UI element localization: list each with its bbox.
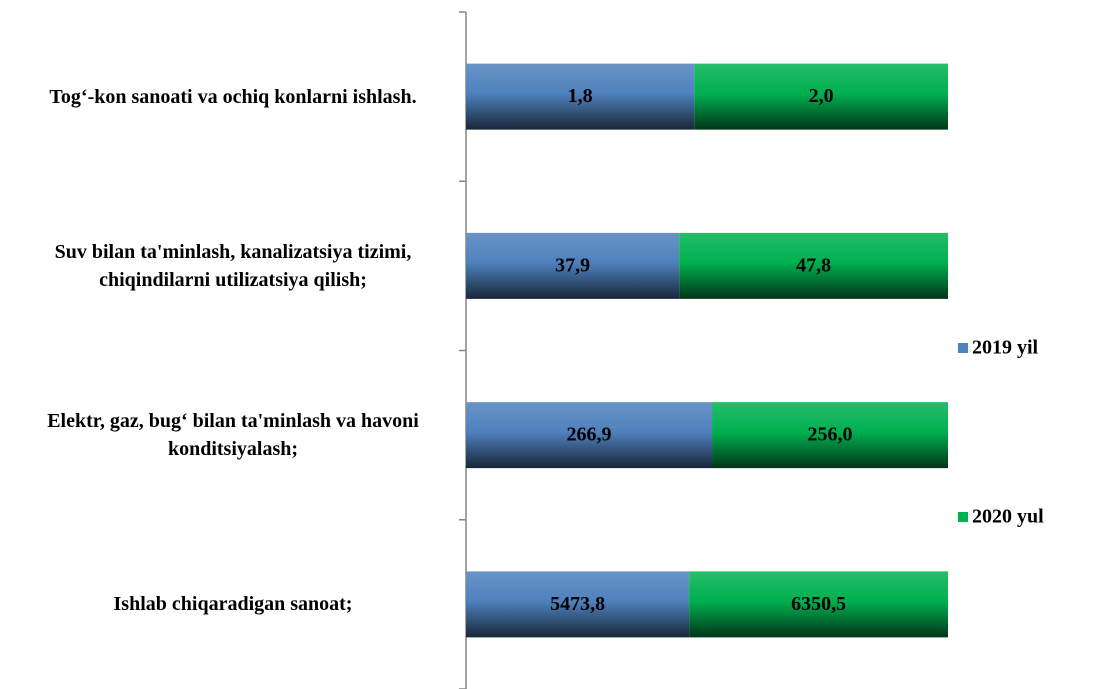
value-label: 256,0 (808, 424, 853, 446)
legend-swatch (958, 512, 968, 522)
legend-swatch (958, 343, 968, 353)
legend-label: 2020 yul (972, 506, 1044, 528)
bar-segment (466, 232, 680, 299)
bar-segment (466, 402, 713, 469)
category-label: Tog‘-kon sanoati va ochiq konlarni ishla… (49, 85, 417, 108)
bar-segment (712, 402, 948, 469)
bar-segment (694, 63, 948, 130)
legend-label: 2019 yil (972, 337, 1039, 359)
value-label: 5473,8 (550, 593, 605, 615)
bar-segment (466, 63, 695, 130)
category-label: Ishlab chiqaradigan sanoat; (113, 593, 353, 616)
bar-segment (679, 232, 948, 299)
value-label: 266,9 (567, 424, 612, 446)
category-label: Elektr, gaz, bug‘ bilan ta'minlash va ha… (47, 410, 419, 461)
bar-segment (466, 571, 690, 638)
value-label: 2,0 (809, 85, 834, 107)
value-label: 37,9 (555, 254, 590, 276)
value-label: 47,8 (796, 254, 831, 276)
value-label: 1,8 (568, 85, 593, 107)
bar-segment (689, 571, 948, 638)
category-label: Suv bilan ta'minlash, kanalizatsiya tizi… (54, 240, 412, 291)
value-label: 6350,5 (791, 593, 846, 615)
